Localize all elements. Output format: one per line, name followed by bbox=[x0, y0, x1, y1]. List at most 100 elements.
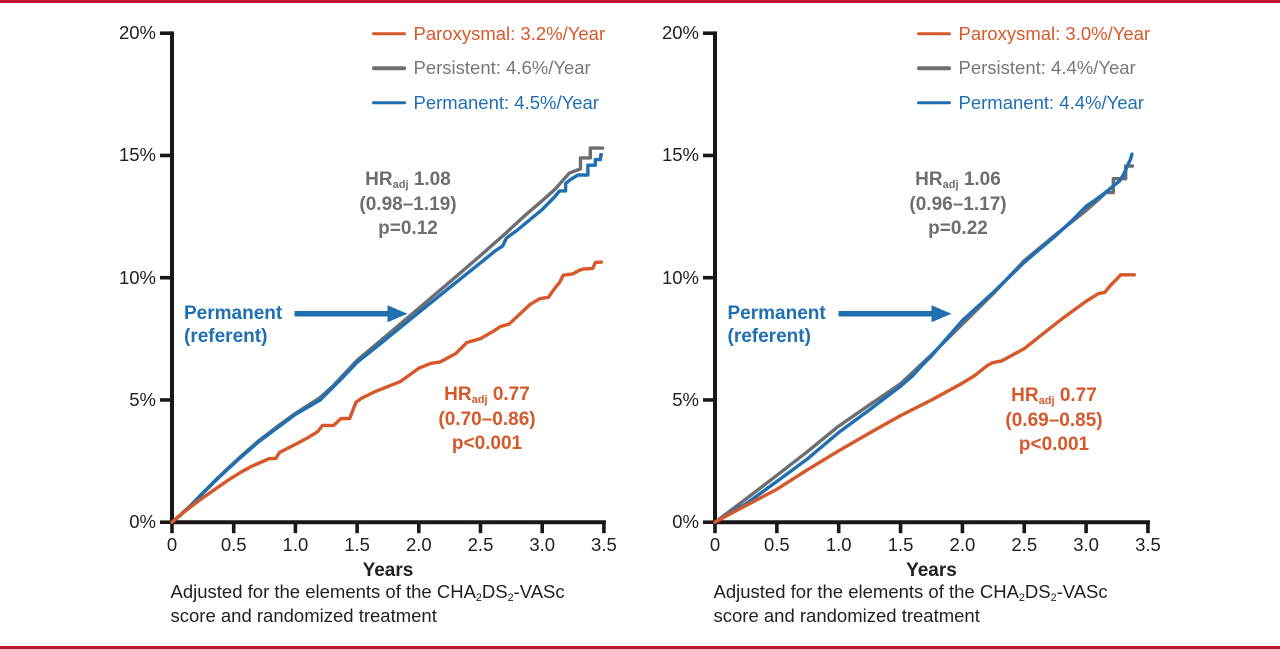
panel-right-annotation-hr-persistent-line-1: HRadj 1.06 bbox=[909, 168, 1006, 193]
panel-left-x-tick-label: 2.5 bbox=[467, 533, 494, 555]
panel-left-y-tick-label: 10% bbox=[118, 266, 156, 288]
panel-left-x-tick-label: 1.5 bbox=[344, 533, 370, 555]
text-segment: score and randomized treatment bbox=[713, 604, 980, 626]
text-segment: p=0.22 bbox=[928, 218, 988, 239]
panel-right-referent-label-line-1: Permanent bbox=[727, 302, 826, 324]
panel-left-referent-label-line-2: (referent) bbox=[184, 326, 268, 347]
text-segment: score and randomized treatment bbox=[170, 604, 437, 626]
panel-right-y-tick-label: 5% bbox=[672, 388, 699, 410]
panel-left-referent-label: Permanent (referent) bbox=[184, 302, 282, 349]
panel-right-caption-line-2: score and randomized treatment bbox=[714, 605, 980, 627]
text-segment: p=0.12 bbox=[378, 218, 438, 239]
text-segment: HR bbox=[444, 384, 472, 405]
panel-left-y-tick-label: 0% bbox=[129, 511, 156, 533]
text-segment: (0.69–0.85) bbox=[1005, 409, 1103, 431]
panel-right-caption-line-1: Adjusted for the elements of the CHA2DS2… bbox=[714, 581, 1108, 603]
panel-left-annotation-hr-persistent: HRadj 1.08 (0.98–1.19) p=0.12 bbox=[359, 168, 456, 242]
panel-right-x-tick-label: 2.0 bbox=[949, 533, 976, 555]
panel-right-x-tick-label: 0 bbox=[709, 533, 721, 555]
panel-left-caption-line-1: Adjusted for the elements of the CHA2DS2… bbox=[171, 581, 565, 603]
text-segment: (0.96–1.17) bbox=[909, 193, 1007, 215]
panel-left-x-tick-label: 0 bbox=[166, 533, 178, 555]
panel-left-x-tick-label: 0.5 bbox=[220, 533, 247, 555]
text-segment: DS bbox=[481, 580, 508, 602]
panel-left-referent-arrow-head bbox=[387, 305, 408, 323]
text-segment: p<0.001 bbox=[1018, 434, 1090, 455]
text-segment: (0.70–0.86) bbox=[438, 408, 536, 430]
panel-left-referent-label-line-1: Permanent bbox=[184, 302, 283, 324]
panel-right-x-tick-label: 3.5 bbox=[1135, 533, 1161, 555]
panel-right-x-tick-label: 0.5 bbox=[763, 533, 790, 555]
text-segment: (0.98–1.19) bbox=[359, 193, 457, 215]
panel-right-annotation-hr-paroxysmal-line-3: p<0.001 bbox=[1005, 433, 1102, 458]
panel-right-legend-swatch-paroxysmal bbox=[917, 31, 951, 36]
panel-left-legend-label-paroxysmal: Paroxysmal: 3.2%/Year bbox=[413, 22, 606, 44]
panel-right-legend-swatch-permanent bbox=[917, 100, 951, 105]
subscript-text: 2 bbox=[475, 591, 482, 604]
panel-right-referent-label-line-2: (referent) bbox=[727, 326, 811, 347]
text-segment: -VASc bbox=[1056, 580, 1108, 602]
panel-left-legend-swatch-persistent bbox=[372, 66, 406, 70]
panel-left-annotation-hr-persistent-line-3: p=0.12 bbox=[359, 217, 456, 242]
panel-left-annotation-hr-persistent-line-1: HRadj 1.08 bbox=[359, 168, 456, 193]
subscript-text: adj bbox=[942, 179, 959, 192]
panel-left-legend-label-persistent: Persistent: 4.6%/Year bbox=[413, 57, 591, 78]
panel-left-y-tick-label: 15% bbox=[118, 144, 156, 166]
panel-right-curve-permanent bbox=[713, 152, 1134, 524]
panel-left-x-tick-label: 1.0 bbox=[282, 533, 309, 555]
panel-right-x-tick-label: 1.0 bbox=[825, 533, 852, 555]
bottom-rule bbox=[0, 646, 1280, 649]
subscript-text: 2 bbox=[1050, 591, 1057, 604]
panel-left-curve-paroxysmal bbox=[170, 260, 604, 524]
panel-right-y-tick-label: 10% bbox=[661, 266, 699, 288]
text-segment: Adjusted for the elements of the CHA bbox=[713, 580, 1019, 602]
subscript-text: 2 bbox=[507, 591, 514, 604]
text-segment: 0.77 bbox=[487, 384, 530, 405]
panel-right-x-tick-label: 1.5 bbox=[887, 533, 914, 555]
panel-left-annotation-hr-persistent-line-2: (0.98–1.19) bbox=[359, 193, 456, 218]
panel-right-y-tick-label: 15% bbox=[661, 144, 699, 166]
panel-right-annotation-hr-persistent: HRadj 1.06 (0.96–1.17) p=0.22 bbox=[909, 168, 1006, 242]
panel-left-annotation-hr-paroxysmal: HRadj 0.77 (0.70–0.86) p<0.001 bbox=[438, 383, 535, 457]
panel-right-curve-paroxysmal bbox=[713, 273, 1137, 524]
panel-right-legend-label-paroxysmal: Paroxysmal: 3.0%/Year bbox=[958, 22, 1151, 44]
panel-right-referent-label: Permanent (referent) bbox=[728, 302, 826, 349]
panel-left-x-tick-label: 3.0 bbox=[529, 533, 556, 555]
panel-right-annotation-hr-persistent-line-2: (0.96–1.17) bbox=[909, 193, 1006, 218]
panel-right-legend-label-permanent: Permanent: 4.4%/Year bbox=[958, 91, 1144, 113]
panel-left-y-tick-label: 5% bbox=[129, 388, 156, 410]
text-segment: Adjusted for the elements of the CHA bbox=[170, 580, 476, 602]
panel-left-legend-label-permanent: Permanent: 4.5%/Year bbox=[413, 91, 599, 113]
text-segment: 0.77 bbox=[1054, 385, 1097, 406]
panel-left-legend-swatch-permanent bbox=[372, 100, 406, 105]
panel-left-caption-line-2: score and randomized treatment bbox=[171, 605, 437, 627]
panel-right-referent-arrow-head bbox=[931, 305, 952, 323]
subscript-text: adj bbox=[1038, 395, 1055, 408]
panel-left-x-tick-label: 2.0 bbox=[405, 533, 432, 555]
panel-left-x-tick-label: 3.5 bbox=[591, 533, 617, 555]
text-segment: 1.06 bbox=[958, 169, 1001, 190]
text-segment: p<0.001 bbox=[451, 433, 523, 454]
panel-left-annotation-hr-paroxysmal-line-1: HRadj 0.77 bbox=[438, 383, 535, 408]
panel-right-annotation-hr-paroxysmal-line-2: (0.69–0.85) bbox=[1005, 409, 1102, 434]
panel-right-y-tick-label: 0% bbox=[672, 511, 699, 533]
subscript-text: adj bbox=[471, 394, 488, 407]
panel-right-legend-swatch-persistent bbox=[917, 66, 951, 70]
text-segment: -VASc bbox=[513, 580, 565, 602]
panel-right-x-axis-title: Years bbox=[906, 559, 957, 581]
text-segment: 1.08 bbox=[408, 169, 451, 190]
subscript-text: 2 bbox=[1018, 591, 1025, 604]
text-segment: HR bbox=[1011, 385, 1039, 406]
subscript-text: adj bbox=[392, 179, 409, 192]
panel-left-annotation-hr-paroxysmal-line-3: p<0.001 bbox=[438, 432, 535, 457]
text-segment: HR bbox=[365, 169, 393, 190]
panel-left-curve-permanent bbox=[170, 152, 604, 524]
panel-right-x-tick-label: 2.5 bbox=[1011, 533, 1038, 555]
panel-left-annotation-hr-paroxysmal-line-2: (0.70–0.86) bbox=[438, 408, 535, 433]
text-segment: HR bbox=[915, 169, 943, 190]
panel-right-annotation-hr-persistent-line-3: p=0.22 bbox=[909, 217, 1006, 242]
panel-right-annotation-hr-paroxysmal: HRadj 0.77 (0.69–0.85) p<0.001 bbox=[1005, 384, 1102, 458]
panel-left-x-axis-title: Years bbox=[362, 559, 414, 581]
